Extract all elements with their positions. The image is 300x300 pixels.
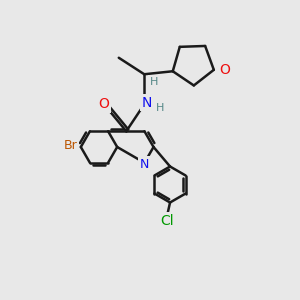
Text: Cl: Cl bbox=[160, 214, 174, 227]
Text: N: N bbox=[142, 96, 152, 110]
Text: O: O bbox=[219, 63, 230, 77]
Text: N: N bbox=[140, 158, 149, 171]
Text: H: H bbox=[156, 103, 164, 113]
Text: Br: Br bbox=[63, 139, 77, 152]
Text: O: O bbox=[98, 97, 109, 111]
Text: H: H bbox=[150, 77, 158, 87]
